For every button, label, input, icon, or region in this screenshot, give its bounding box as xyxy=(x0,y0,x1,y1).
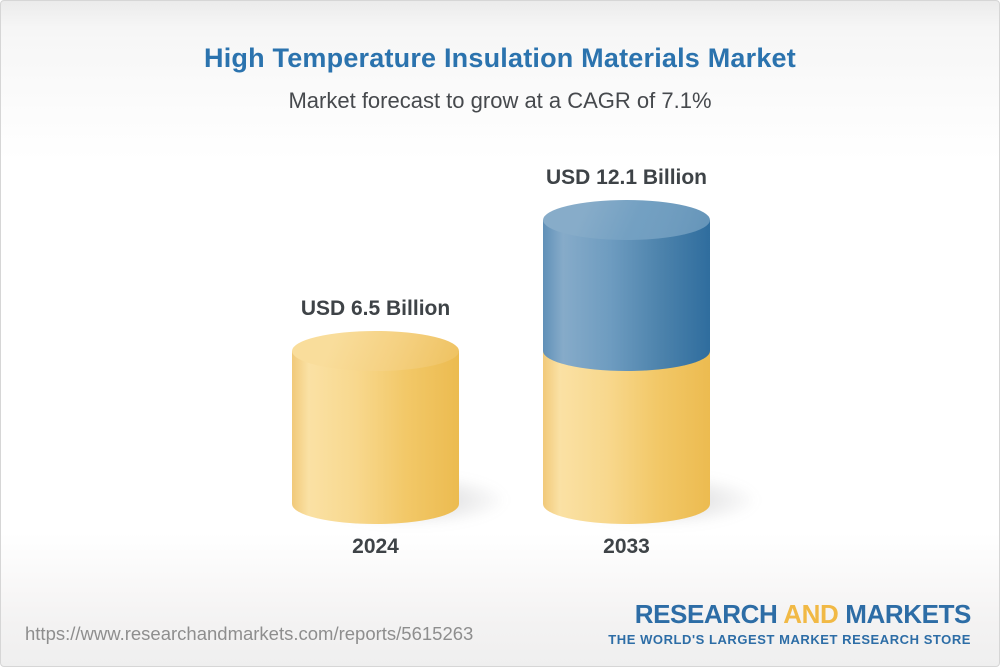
bar-2024-cylinder-cap xyxy=(292,331,459,372)
bar-2024: USD 6.5 Billion 2024 xyxy=(292,1,506,601)
bar-2033-cylinder-cap xyxy=(543,199,710,240)
bar-2024-category-label: 2024 xyxy=(352,535,399,558)
research-and-markets-logo: RESEARCH AND MARKETS THE WORLD'S LARGEST… xyxy=(608,599,971,647)
page-subtitle: Market forecast to grow at a CAGR of 7.1… xyxy=(288,88,712,113)
logo-word-and: AND xyxy=(783,599,839,629)
logo-word-markets: MARKETS xyxy=(845,599,971,629)
logo-word-research: RESEARCH xyxy=(634,599,778,629)
report-url-text: https://www.researchandmarkets.com/repor… xyxy=(25,623,474,644)
bar-2024-cylinder-body xyxy=(292,351,459,524)
page-title: High Temperature Insulation Materials Ma… xyxy=(204,43,796,73)
bar-2024-value-label: USD 6.5 Billion xyxy=(300,297,451,321)
bar-2033-base-segment xyxy=(543,351,710,524)
logo-tagline: THE WORLD'S LARGEST MARKET RESEARCH STOR… xyxy=(608,632,971,647)
logo-wordmark: RESEARCH AND MARKETS xyxy=(608,599,972,630)
bar-2033: USD 12.1 Billion 2033 xyxy=(543,1,757,601)
bar-2033-growth-segment xyxy=(543,219,710,372)
bar-2033-category-label: 2033 xyxy=(603,535,650,558)
bar-2033-value-label: USD 12.1 Billion xyxy=(545,165,708,189)
